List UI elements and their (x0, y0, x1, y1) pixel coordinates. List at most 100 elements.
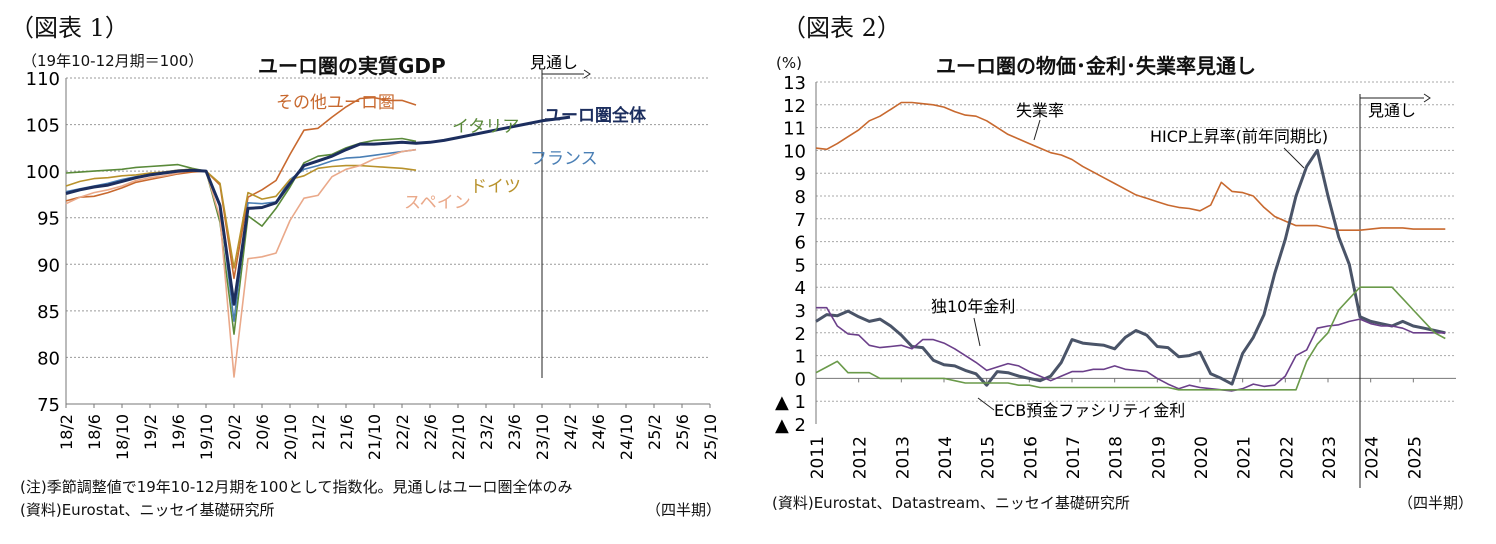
y-tick-label: 100 (26, 162, 60, 183)
y-tick-label: 6 (795, 233, 806, 254)
x-tick-label: 2020 (1192, 436, 1212, 479)
series-label: その他ユーロ圏 (276, 93, 395, 113)
x-tick-label: 2015 (979, 436, 999, 479)
y-tick-label: 9 (795, 164, 806, 185)
y-tick-label: ▲ 2 (775, 415, 806, 436)
figure-2-title: ユーロ圏の物価･金利･失業率見通し (936, 54, 1256, 78)
forecast-label: 見通し (1368, 101, 1416, 120)
annotation-pointer (973, 317, 981, 347)
x-tick-label: 22/10 (449, 414, 468, 460)
x-tick-label: 21/6 (337, 414, 356, 450)
x-tick-label: 18/2 (57, 414, 76, 450)
annotation-pointer (1033, 119, 1041, 141)
figure-2-panel: （図表 2） (%) ユーロ圏の物価･金利･失業率見通し (資料)Eurosta… (748, 0, 1496, 544)
y-tick-label: ▲ 1 (775, 392, 806, 413)
x-tick-label: 2014 (936, 436, 956, 479)
series-line (815, 101, 1446, 231)
x-tick-label: 24/6 (589, 414, 608, 450)
x-tick-label: 25/10 (701, 414, 720, 460)
x-tick-label: 19/6 (169, 414, 188, 450)
x-tick-label: 2024 (1363, 436, 1383, 479)
x-tick-label: 2016 (1021, 436, 1041, 479)
y-tick-label: 1 (795, 347, 806, 368)
annotation-bund: 独10年金利 (931, 297, 1015, 316)
series-line (815, 286, 1446, 391)
forecast-arrow-head (583, 69, 591, 79)
x-tick-label: 20/6 (253, 414, 272, 450)
figure-1-period-label: （四半期） (646, 501, 722, 519)
x-tick-label: 20/2 (225, 414, 244, 450)
x-tick-label: 21/10 (365, 414, 384, 460)
y-tick-label: 12 (783, 96, 806, 117)
x-tick-label: 18/6 (85, 414, 104, 450)
y-tick-label: 95 (37, 209, 60, 230)
y-tick-label: 7 (795, 210, 806, 231)
y-tick-label: 110 (26, 69, 60, 90)
figure-2-source: (資料)Eurostat、Datastream、ニッセイ基礎研究所 (772, 494, 1130, 512)
x-tick-label: 23/2 (477, 414, 496, 450)
series-label: イタリア (452, 117, 519, 137)
y-tick-label: 8 (795, 187, 806, 208)
figure-1-unit-note: （19年10-12月期＝100） (22, 52, 204, 70)
annotation-ecb: ECB預金ファシリティ金利 (994, 401, 1185, 420)
y-tick-label: 4 (795, 278, 806, 299)
x-tick-label: 23/6 (505, 414, 524, 450)
figure-1-source: (資料)Eurostat、ニッセイ基礎研究所 (20, 501, 275, 519)
x-tick-label: 2019 (1149, 436, 1169, 479)
x-tick-label: 2023 (1320, 436, 1340, 479)
series-label: ドイツ (470, 177, 521, 197)
y-tick-label: 11 (783, 119, 806, 140)
x-tick-label: 2018 (1107, 436, 1127, 479)
x-tick-label: 19/2 (141, 414, 160, 450)
y-tick-label: 0 (795, 369, 806, 390)
x-tick-label: 2012 (851, 436, 871, 479)
figure-1-note: (注)季節調整値で19年10-12月期を100として指数化。見通しはユーロ圏全体… (20, 478, 573, 496)
y-tick-label: 80 (37, 348, 60, 369)
series-label: フランス (530, 149, 598, 169)
figure-1-label: （図表 1） (10, 14, 129, 42)
figure-2-unit-note: (%) (776, 54, 802, 72)
figure-2-period-label: （四半期） (1398, 494, 1474, 512)
y-tick-label: 3 (795, 301, 806, 322)
annotation-pointer (1283, 147, 1305, 169)
y-tick-label: 90 (37, 255, 60, 276)
series-label: ユーロ圏全体 (544, 105, 647, 126)
y-tick-label: 105 (26, 116, 60, 137)
x-tick-label: 22/2 (393, 414, 412, 450)
x-tick-label: 2017 (1064, 436, 1084, 479)
y-tick-label: 5 (795, 255, 806, 276)
series-line (65, 115, 571, 306)
forecast-arrow-head (1423, 93, 1431, 103)
x-tick-label: 20/10 (281, 414, 300, 460)
x-tick-label: 2021 (1235, 436, 1255, 479)
x-tick-label: 23/10 (533, 414, 552, 460)
annotation-hicp: HICP上昇率(前年同期比) (1150, 127, 1328, 146)
forecast-label: 見通し (530, 53, 578, 72)
y-tick-label: 2 (795, 324, 806, 345)
series-line (816, 306, 1446, 392)
x-tick-label: 22/6 (421, 414, 440, 450)
series-line (65, 96, 417, 280)
y-tick-label: 85 (37, 302, 60, 323)
series-line (65, 148, 417, 378)
y-tick-label: 75 (37, 395, 60, 416)
series-line (815, 148, 1446, 387)
gdp-chart: 75 80 85 90 95 100 105 110 18/2 18/6 18/10 19/2 19/6… (26, 53, 720, 460)
series-label: スペイン (404, 193, 471, 213)
x-tick-label: 2025 (1405, 436, 1425, 479)
x-tick-label: 18/10 (113, 414, 132, 460)
y-tick-label: 10 (783, 141, 806, 162)
x-tick-label: 2013 (893, 436, 913, 479)
x-tick-label: 2011 (808, 436, 828, 479)
x-tick-label: 24/2 (561, 414, 580, 450)
x-tick-label: 25/2 (645, 414, 664, 450)
x-tick-label: 2022 (1277, 436, 1297, 479)
x-tick-label: 25/6 (673, 414, 692, 450)
annotation-unemployment: 失業率 (1016, 101, 1064, 120)
figure-1-panel: （図表 1） （19年10-12月期＝100） ユーロ圏の実質GDP (注)季節… (10, 14, 722, 519)
x-tick-label: 19/10 (197, 414, 216, 460)
figure-2-label: （図表 2） (782, 14, 901, 42)
figure-1-title: ユーロ圏の実質GDP (258, 54, 446, 78)
x-tick-label: 24/10 (617, 414, 636, 460)
